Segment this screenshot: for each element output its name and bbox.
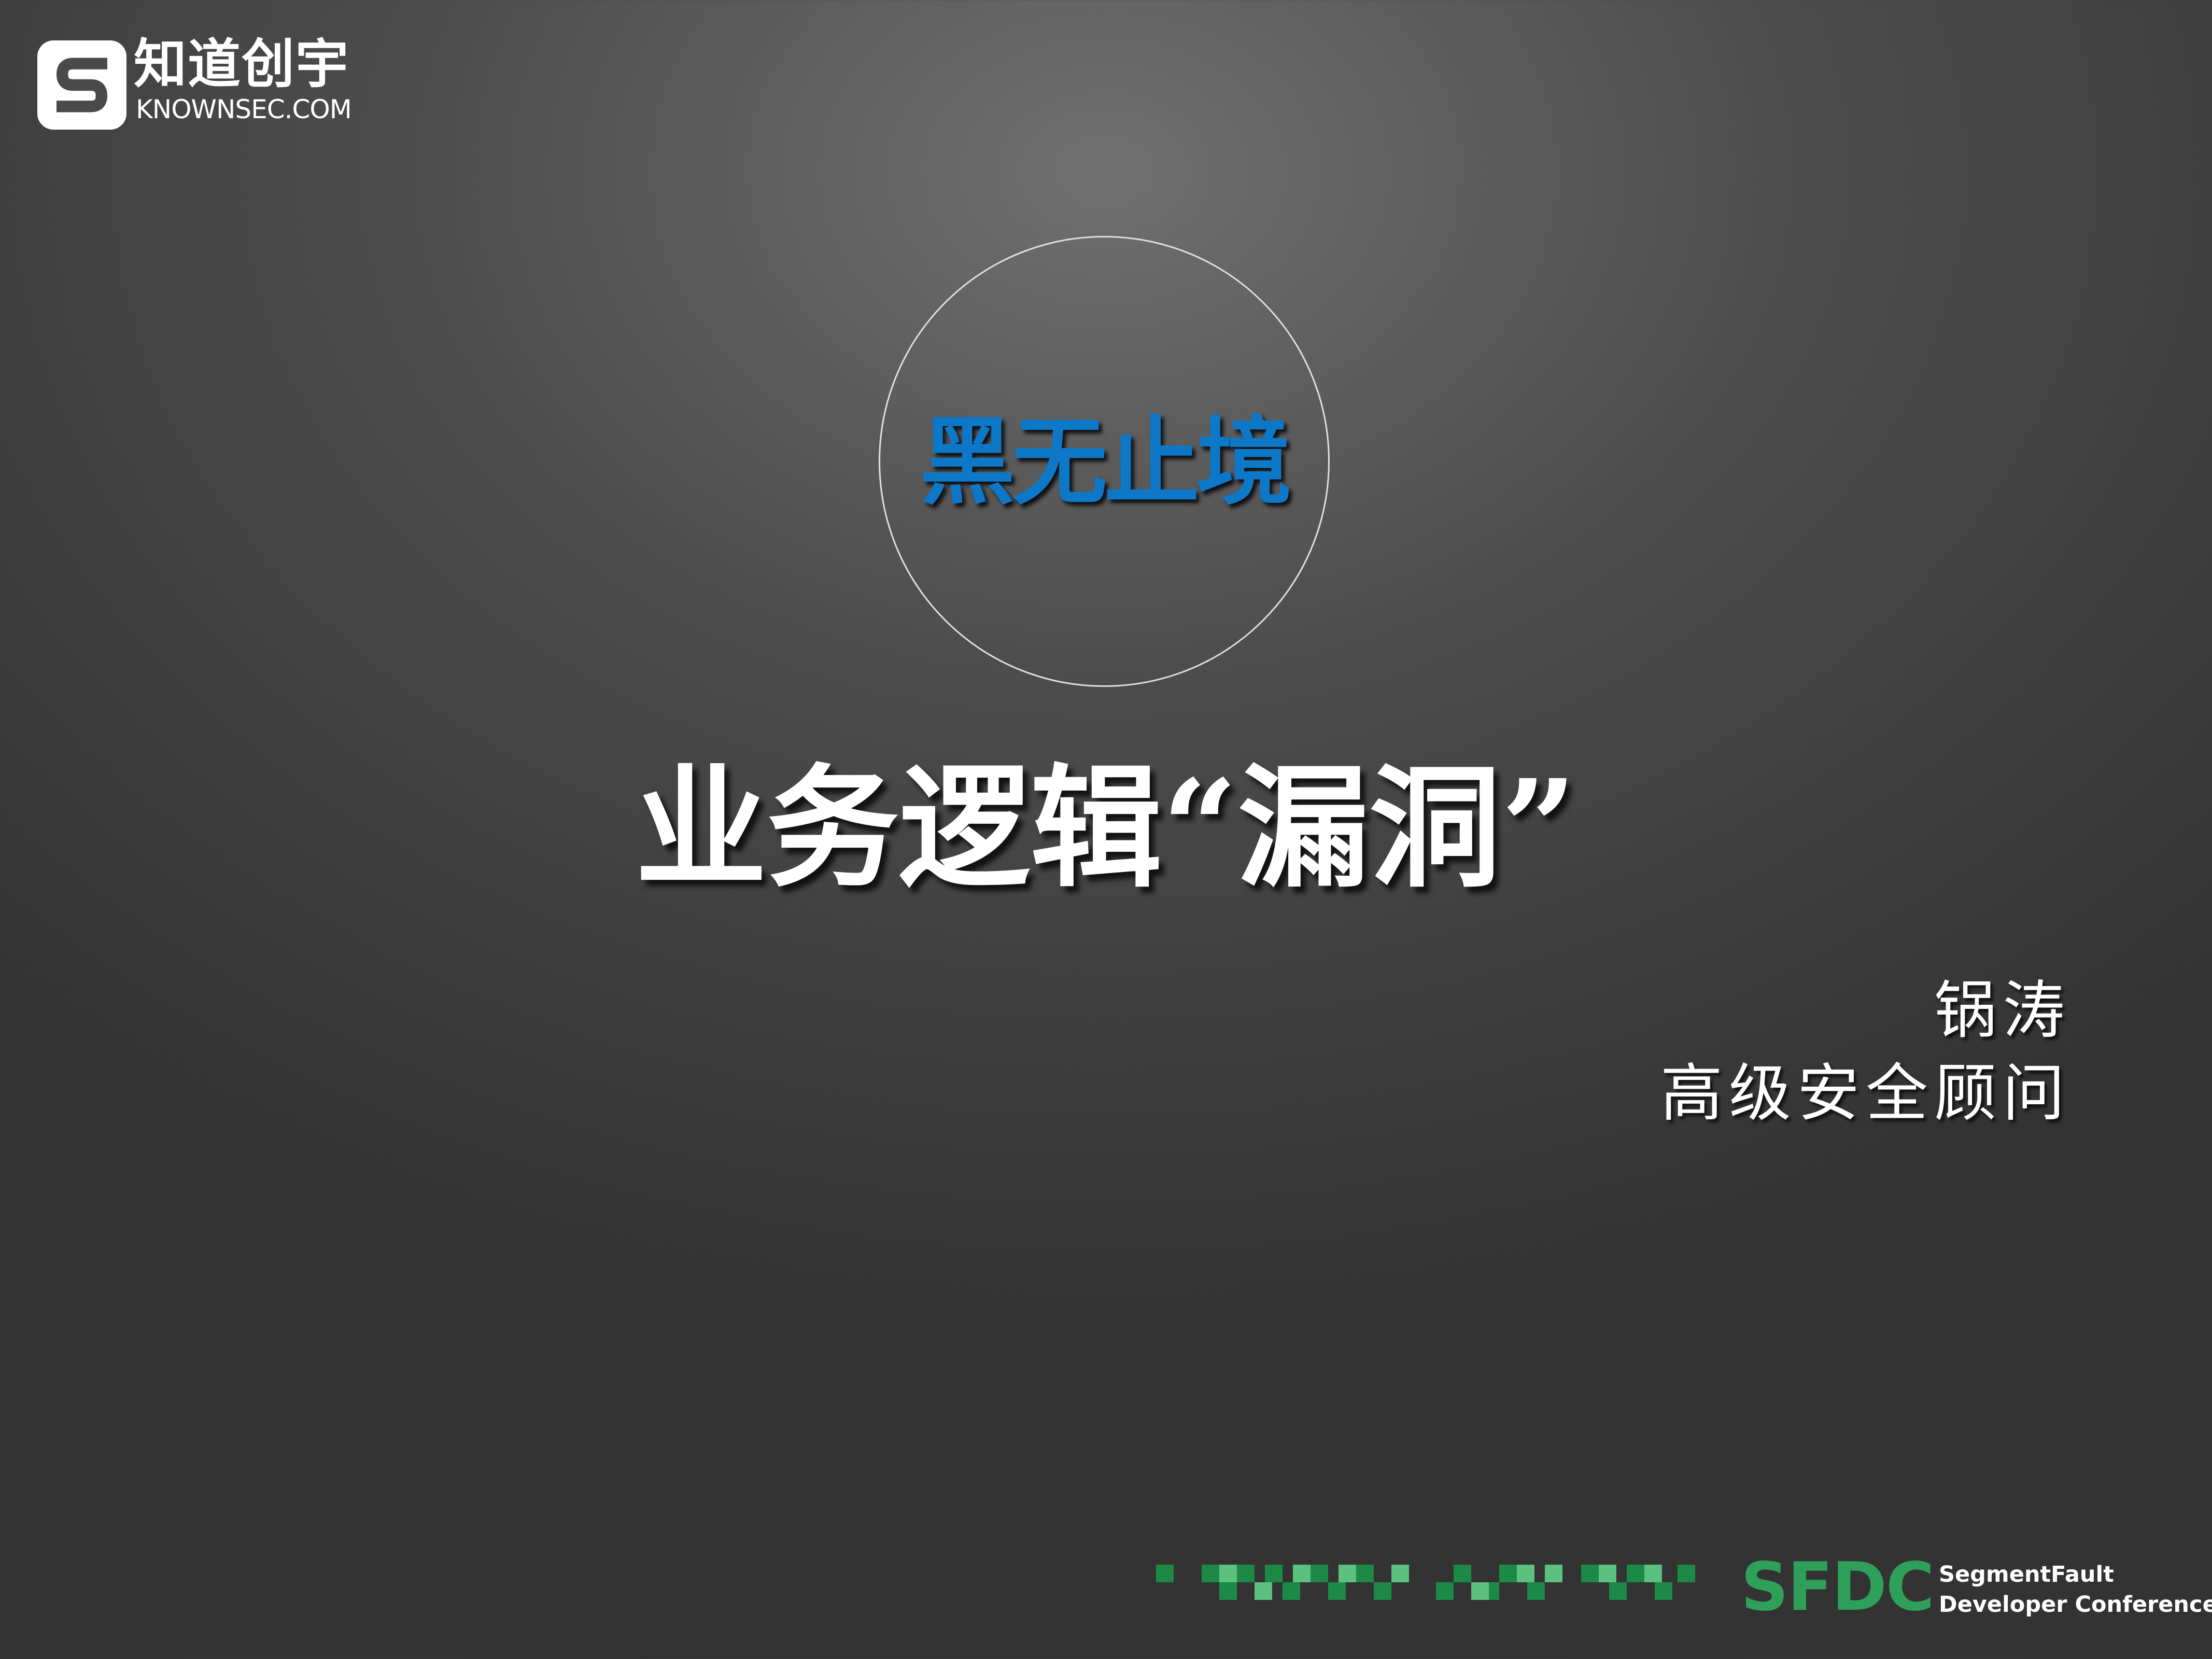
tagline-text: 黑无止境: [919, 407, 1292, 518]
slide-title: 业务逻辑“漏洞”: [635, 751, 1577, 905]
knownsec-logo-icon: [37, 40, 126, 130]
logo-name-en: KNOWNSEC.COM: [136, 94, 352, 124]
logo-name-cn: 知道创宇: [134, 34, 349, 95]
presenter-name: 锅涛: [1934, 975, 2071, 1047]
sfdc-name-line1: SegmentFault: [1939, 1562, 2114, 1587]
presenter-role: 高级安全顾问: [1660, 1058, 2071, 1130]
tagline-circle: [879, 236, 1330, 687]
sfdc-name-line2: Developer Conference: [1939, 1592, 2212, 1618]
sfdc-logo: SFDC: [1741, 1549, 1935, 1626]
pixel-pattern-icon: [1156, 1565, 1695, 1600]
